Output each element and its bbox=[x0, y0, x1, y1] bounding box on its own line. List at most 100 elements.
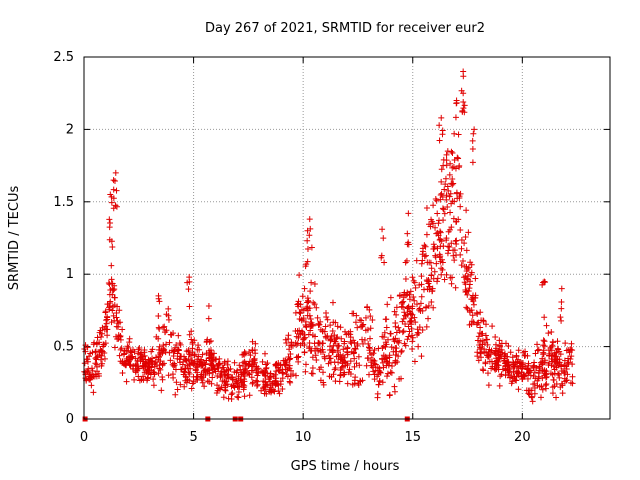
data-point bbox=[97, 347, 104, 354]
data-point bbox=[185, 286, 192, 293]
data-point bbox=[232, 380, 239, 387]
data-point bbox=[179, 361, 186, 368]
data-point bbox=[376, 377, 383, 384]
data-point bbox=[173, 379, 180, 386]
data-point bbox=[549, 342, 556, 349]
data-point bbox=[193, 377, 200, 384]
data-point bbox=[329, 347, 336, 354]
data-point bbox=[472, 275, 479, 282]
data-point bbox=[235, 375, 242, 382]
data-point bbox=[139, 353, 146, 360]
data-point bbox=[535, 375, 542, 382]
data-point bbox=[208, 361, 215, 368]
data-point bbox=[308, 279, 315, 286]
data-point bbox=[415, 343, 422, 350]
data-point bbox=[462, 289, 469, 296]
data-point bbox=[423, 304, 430, 311]
data-point bbox=[153, 362, 160, 369]
data-point bbox=[497, 373, 504, 380]
data-point bbox=[216, 360, 223, 367]
data-point bbox=[447, 209, 454, 216]
data-point bbox=[439, 127, 446, 134]
data-point bbox=[520, 372, 527, 379]
x-tick-label: 0 bbox=[80, 430, 88, 445]
data-point bbox=[527, 372, 534, 379]
data-point bbox=[334, 323, 341, 330]
data-point bbox=[377, 369, 384, 376]
data-point bbox=[240, 359, 247, 366]
data-point bbox=[113, 187, 120, 194]
data-point bbox=[539, 386, 546, 393]
data-point bbox=[316, 321, 323, 328]
data-point bbox=[170, 348, 177, 355]
data-point bbox=[395, 353, 402, 360]
data-point bbox=[174, 386, 181, 393]
data-point bbox=[127, 353, 134, 360]
data-point bbox=[198, 375, 205, 382]
data-point bbox=[407, 288, 414, 295]
data-point bbox=[241, 378, 248, 385]
data-point bbox=[477, 309, 484, 316]
data-point bbox=[171, 361, 178, 368]
data-point bbox=[221, 378, 228, 385]
data-point bbox=[446, 171, 453, 178]
data-point bbox=[317, 326, 324, 333]
data-point bbox=[242, 365, 249, 372]
data-point bbox=[104, 332, 111, 339]
data-point bbox=[195, 353, 202, 360]
data-point bbox=[418, 273, 425, 280]
data-point bbox=[344, 345, 351, 352]
data-point bbox=[109, 244, 116, 251]
data-point bbox=[457, 203, 464, 210]
data-point bbox=[558, 368, 565, 375]
data-point bbox=[320, 369, 327, 376]
data-point bbox=[380, 235, 387, 242]
data-point bbox=[400, 328, 407, 335]
data-point bbox=[438, 178, 445, 185]
data-point bbox=[393, 304, 400, 311]
data-point bbox=[402, 275, 409, 282]
data-point bbox=[372, 367, 379, 374]
data-point bbox=[564, 360, 571, 367]
data-point bbox=[494, 357, 501, 364]
data-point bbox=[501, 350, 508, 357]
data-point bbox=[404, 230, 411, 237]
data-point bbox=[249, 379, 256, 386]
data-point bbox=[458, 245, 465, 252]
data-point bbox=[123, 378, 130, 385]
data-point bbox=[536, 383, 543, 390]
data-point bbox=[416, 305, 423, 312]
data-point bbox=[473, 309, 480, 316]
data-point bbox=[531, 369, 538, 376]
data-point bbox=[327, 355, 334, 362]
data-point bbox=[167, 357, 174, 364]
data-point bbox=[109, 307, 116, 314]
data-point bbox=[208, 380, 215, 387]
data-point bbox=[445, 243, 452, 250]
data-point bbox=[301, 285, 308, 292]
data-point bbox=[492, 334, 499, 341]
data-point bbox=[540, 347, 547, 354]
data-point bbox=[388, 362, 395, 369]
data-point bbox=[104, 326, 111, 333]
data-point bbox=[443, 157, 450, 164]
data-point bbox=[496, 382, 503, 389]
data-point bbox=[285, 335, 292, 342]
data-point bbox=[218, 384, 225, 391]
data-point bbox=[449, 181, 456, 188]
data-point bbox=[88, 382, 95, 389]
data-point bbox=[467, 271, 474, 278]
data-point bbox=[562, 340, 569, 347]
data-point bbox=[334, 348, 341, 355]
data-point bbox=[263, 390, 270, 397]
data-point bbox=[160, 342, 167, 349]
data-point bbox=[393, 311, 400, 318]
data-point bbox=[267, 373, 274, 380]
data-point bbox=[259, 358, 266, 365]
data-point bbox=[201, 383, 208, 390]
data-point bbox=[93, 356, 100, 363]
data-point bbox=[328, 333, 335, 340]
data-point bbox=[437, 228, 444, 235]
data-point bbox=[440, 217, 447, 224]
data-point bbox=[525, 360, 532, 367]
